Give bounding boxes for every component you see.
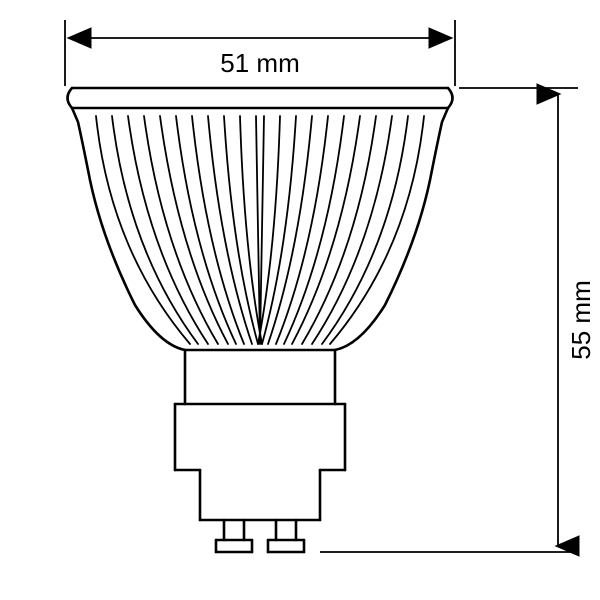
height-dimension [320,88,578,552]
reflector-flutes [96,116,424,344]
bulb-dimension-diagram: 51 mm 55 mm [0,0,600,600]
height-label: 55 mm [566,280,596,359]
bulb-outline [68,88,453,552]
gu10-pins [216,520,304,552]
width-label: 51 mm [220,48,299,78]
